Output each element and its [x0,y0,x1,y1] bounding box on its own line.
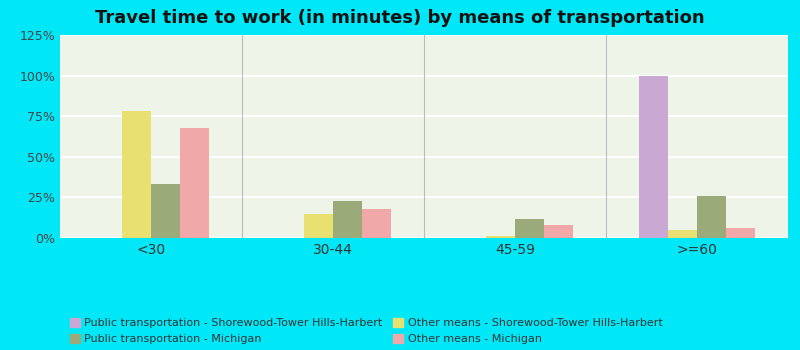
Bar [333,201,362,238]
Bar [304,214,333,238]
Bar [362,209,391,238]
Bar [668,230,697,238]
Bar [515,218,544,238]
Bar [544,225,574,238]
Bar [726,228,755,238]
Text: Travel time to work (in minutes) by means of transportation: Travel time to work (in minutes) by mean… [95,9,705,27]
Bar [180,127,210,238]
Bar [697,196,726,238]
Bar [638,76,668,238]
Bar [151,184,180,238]
Legend: Public transportation - Shorewood-Tower Hills-Harbert, Public transportation - M: Public transportation - Shorewood-Tower … [70,318,662,344]
Bar [486,236,515,238]
Bar [122,111,151,238]
